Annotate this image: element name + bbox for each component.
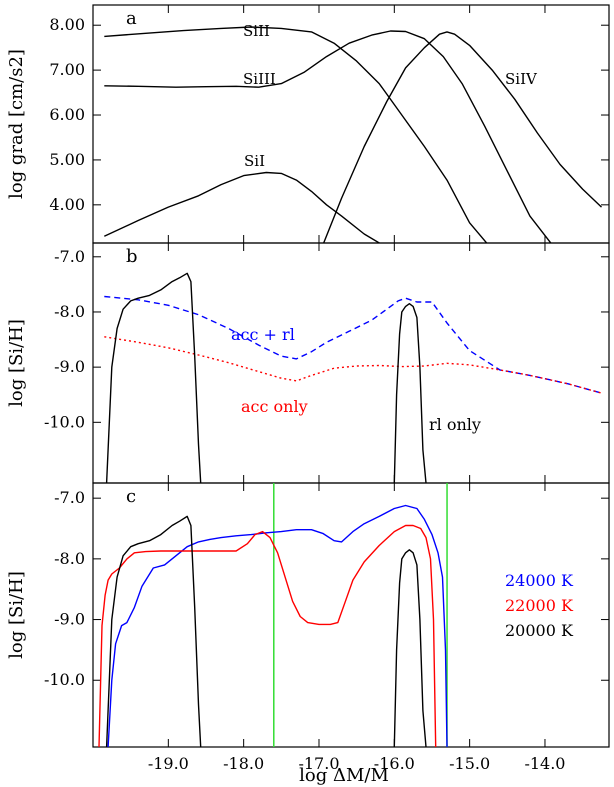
xtick-label: -19.0 — [148, 754, 189, 773]
ytick-label: -8.0 — [54, 302, 85, 321]
series-line-siiii — [104, 30, 552, 243]
xtick-label: -14.0 — [524, 754, 565, 773]
annotation-acc-only: acc only — [241, 397, 308, 416]
ytick-label: -7.0 — [54, 247, 85, 266]
panel-a-curves — [104, 26, 602, 243]
xtick-label: -16.0 — [374, 754, 415, 773]
ytick-label: -10.0 — [44, 670, 85, 689]
ytick-label: -9.0 — [54, 357, 85, 376]
ytick-label: -9.0 — [54, 610, 85, 629]
ytick-label: -8.0 — [54, 549, 85, 568]
series-line-rl-only-peak-2- — [393, 303, 427, 483]
series-line-siiv — [322, 31, 602, 243]
series-line-20000-k — [105, 515, 202, 747]
series-line-22000-k — [98, 524, 437, 747]
label-si-ii: SiII — [243, 22, 270, 40]
panel-a-ticks: 4.00 5.00 6.00 7.00 8.00 — [49, 5, 609, 243]
panel-c-letter: c — [126, 486, 136, 507]
panel-c-curves — [98, 483, 448, 747]
series-line-acc-rl — [104, 295, 602, 394]
ytick-label: -7.0 — [54, 488, 85, 507]
label-si-i: SiI — [244, 152, 265, 170]
label-si-iv: SiIV — [505, 70, 538, 88]
panel-b-ylabel: log [Si/H] — [6, 319, 27, 407]
ytick-label: -10.0 — [44, 412, 85, 431]
panel-a-letter: a — [126, 8, 137, 29]
panel-c-frame — [92, 482, 610, 748]
x-axis-label: log ΔM/M — [299, 765, 389, 786]
legend-20000k: 20000 K — [505, 621, 574, 640]
panel-c-ticks: -10.0 -9.0 -8.0 -7.0 -19.0 -18.0 -17.0 -16.0 -15… — [44, 483, 609, 773]
panel-b-curves — [104, 272, 602, 483]
panel-b-letter: b — [126, 246, 138, 267]
annotation-rl-only: rl only — [429, 415, 481, 434]
panel-a: 4.00 5.00 6.00 7.00 8.00 a SiII SiIII SiI Si… — [6, 4, 610, 244]
xtick-label: -18.0 — [223, 754, 264, 773]
legend-22000k: 22000 K — [505, 596, 574, 615]
panel-a-ylabel: log grad [cm/s2] — [6, 49, 27, 199]
panel-c: -10.0 -9.0 -8.0 -7.0 -19.0 -18.0 -17.0 -16.0 -15… — [6, 482, 610, 786]
ytick-label: 4.00 — [49, 195, 85, 214]
label-si-iii: SiIII — [243, 70, 276, 88]
xtick-label: -15.0 — [449, 754, 490, 773]
ytick-label: 8.00 — [49, 15, 85, 34]
legend-24000k: 24000 K — [505, 571, 574, 590]
ytick-label: 7.00 — [49, 60, 85, 79]
panel-b: -10.0 -9.0 -8.0 -7.0 b acc + rl acc only rl… — [6, 242, 610, 484]
ytick-label: 6.00 — [49, 105, 85, 124]
series-line-acc-only — [104, 336, 602, 394]
series-line-sii — [104, 171, 381, 243]
series-line-24000-k — [107, 504, 448, 747]
annotation-acc-rl: acc + rl — [231, 325, 295, 344]
ytick-label: 5.00 — [49, 150, 85, 169]
series-line-siii — [104, 26, 488, 243]
panel-b-frame — [92, 242, 610, 484]
series-line-rl-only — [105, 272, 202, 483]
panel-c-ylabel: log [Si/H] — [6, 571, 27, 659]
panel-b-ticks: -10.0 -9.0 -8.0 -7.0 — [44, 243, 609, 483]
xtick-label: -17.0 — [298, 754, 339, 773]
series-line-20000-k-peak-2- — [393, 549, 427, 747]
